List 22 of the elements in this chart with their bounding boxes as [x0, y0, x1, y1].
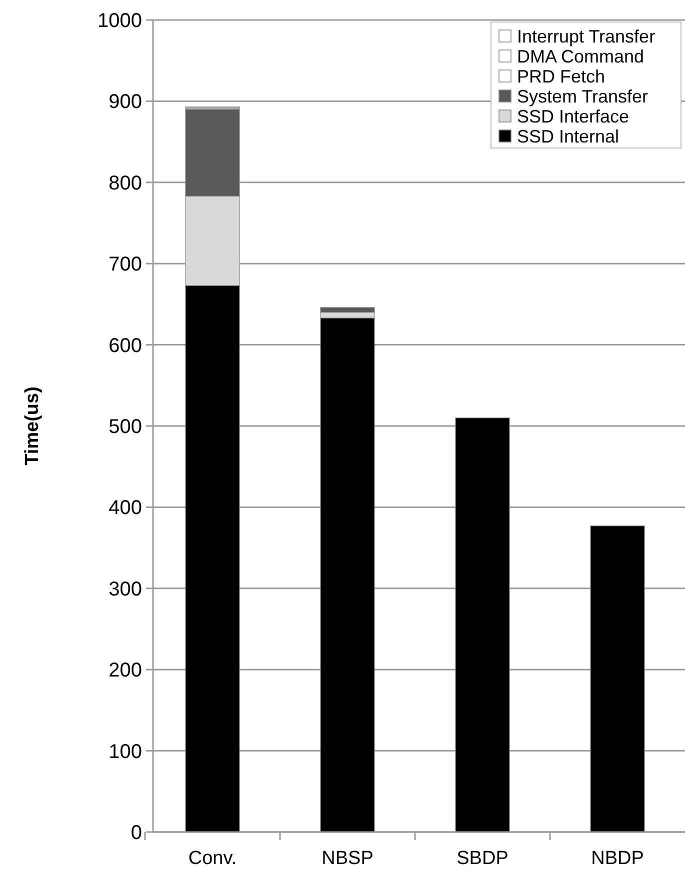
- y-tick-label: 900: [108, 91, 142, 114]
- y-tick-label: 400: [108, 497, 142, 520]
- y-tick-label: 1000: [98, 10, 142, 32]
- x-tick-label: NBDP: [591, 848, 644, 869]
- x-tick-label: SBDP: [456, 848, 508, 869]
- x-tick-label: Conv.: [188, 848, 237, 869]
- y-tick-label: 800: [108, 172, 142, 194]
- y-tick-label: 700: [108, 254, 142, 276]
- legend-label: System Transfer: [517, 86, 648, 106]
- y-axis-title: Time(us): [22, 386, 43, 466]
- x-tick-label: NBSP: [322, 848, 374, 869]
- y-tick-label: 100: [108, 740, 142, 763]
- y-tick-label: 200: [108, 660, 142, 682]
- y-tick-label: 0: [130, 822, 142, 844]
- y-tick-label: 600: [108, 334, 142, 357]
- legend-label: DMA Command: [517, 46, 644, 66]
- y-tick-label: 300: [108, 578, 142, 600]
- legend-label: SSD Interface: [517, 106, 630, 126]
- legend-label: Interrupt Transfer: [517, 26, 656, 46]
- legend-label: SSD Internal: [517, 126, 620, 146]
- y-tick-label: 500: [108, 416, 142, 438]
- legend-label: PRD Fetch: [517, 66, 606, 86]
